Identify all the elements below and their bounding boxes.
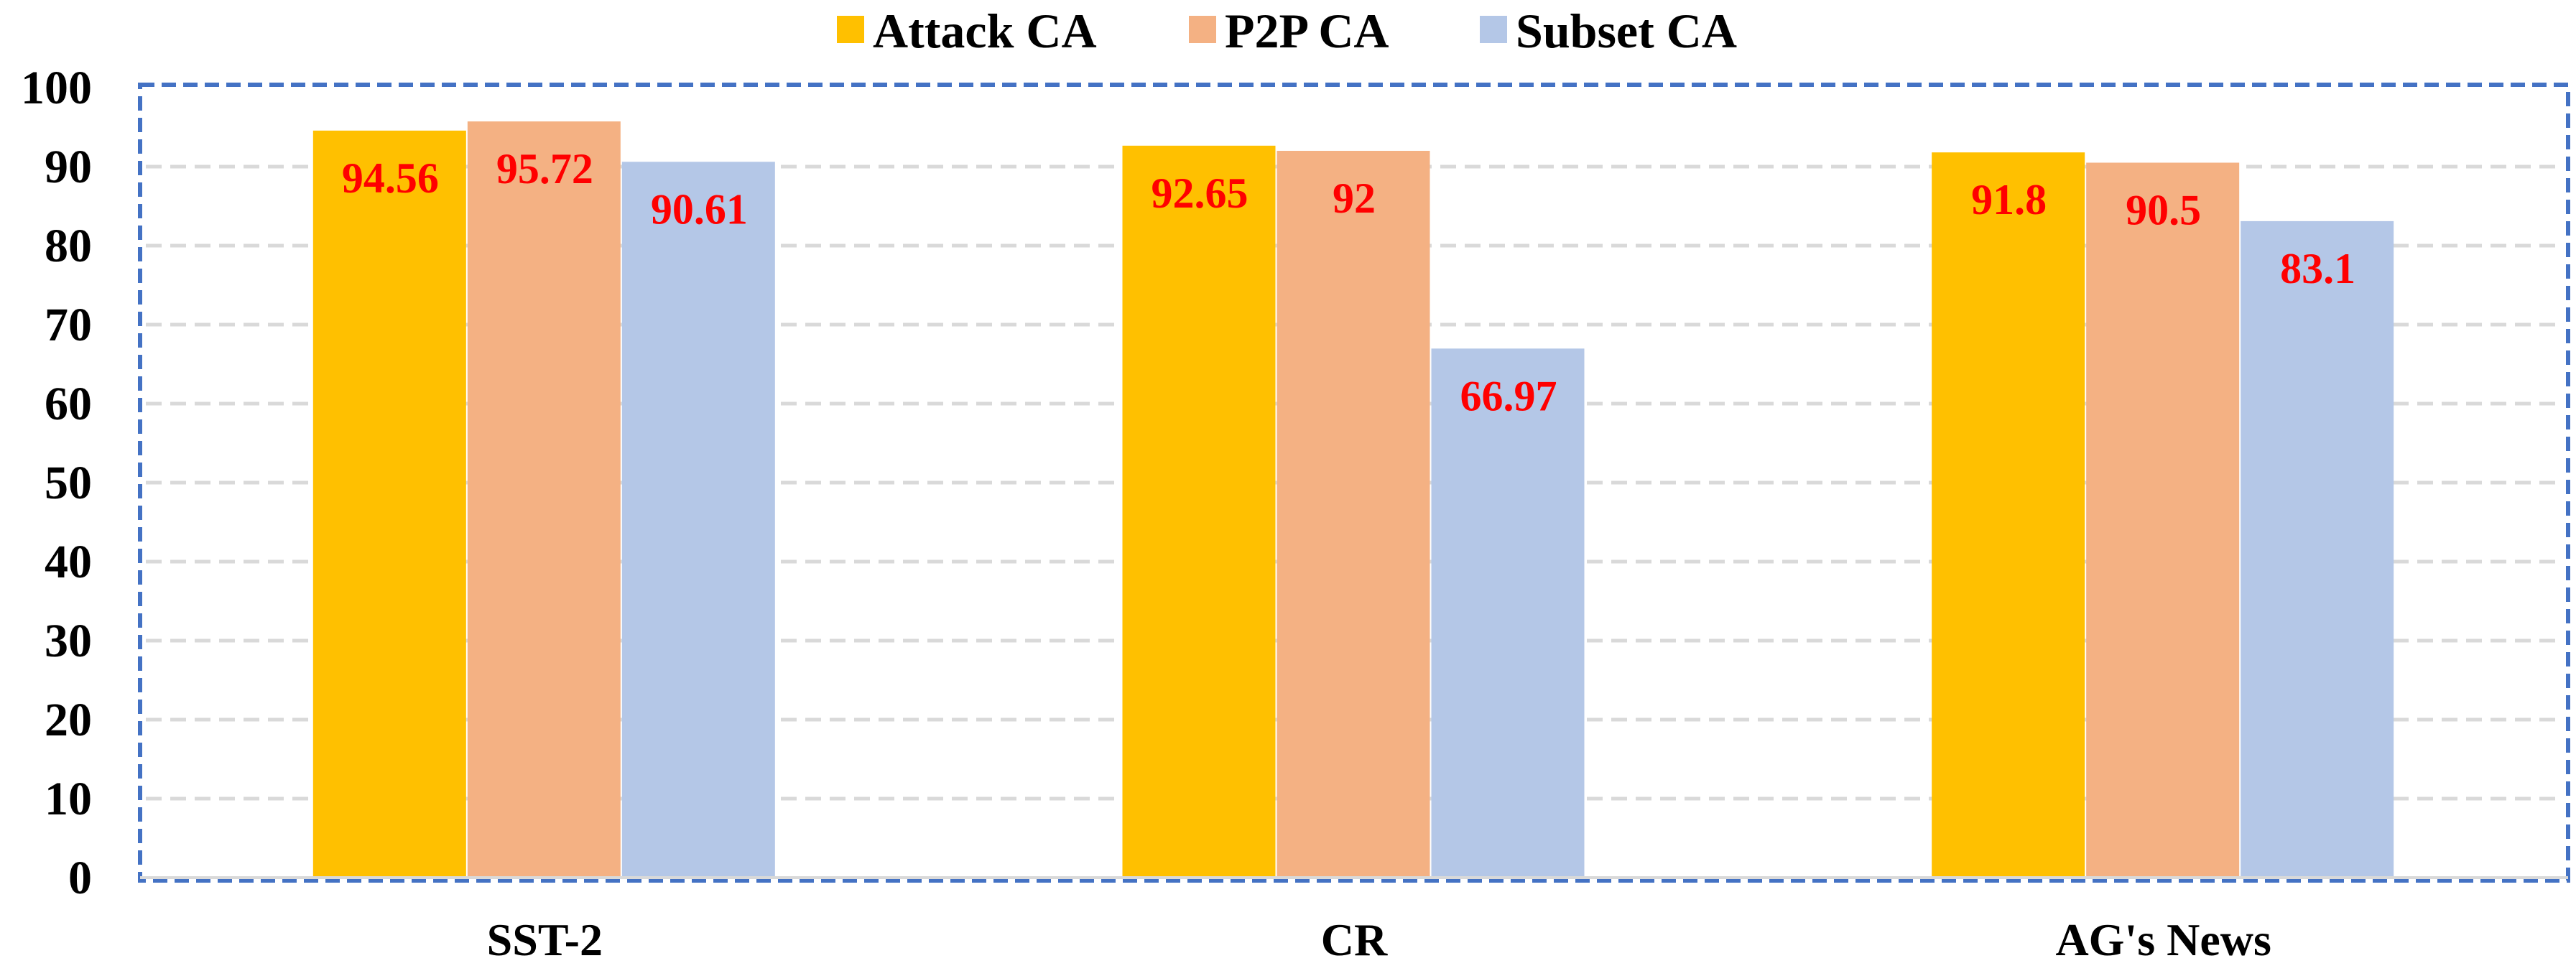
data-label: 95.72 xyxy=(496,145,593,192)
x-category-label: AG's News xyxy=(2055,914,2271,965)
bar xyxy=(1277,151,1430,878)
y-tick-label: 50 xyxy=(45,457,92,509)
data-label: 83.1 xyxy=(2280,245,2355,292)
data-label: 90.61 xyxy=(651,185,748,233)
bar xyxy=(1122,145,1276,878)
legend-label: Attack CA xyxy=(873,4,1097,58)
y-tick-label: 80 xyxy=(45,220,92,272)
legend-swatch xyxy=(1480,16,1507,43)
data-label: 91.8 xyxy=(1971,176,2047,223)
legend-swatch xyxy=(1189,16,1216,43)
y-tick-label: 40 xyxy=(45,536,92,588)
legend-label: Subset CA xyxy=(1516,4,1737,58)
data-label: 66.97 xyxy=(1460,372,1557,419)
bar xyxy=(2086,162,2240,878)
y-tick-label: 70 xyxy=(45,299,92,351)
bar xyxy=(1932,152,2085,878)
y-tick-label: 100 xyxy=(21,62,92,114)
bar xyxy=(312,130,466,878)
plot-area-border xyxy=(138,83,2570,883)
legend-label: P2P CA xyxy=(1225,4,1389,58)
y-tick-label: 90 xyxy=(45,141,92,193)
x-category-label: CR xyxy=(1321,914,1388,965)
y-tick-label: 30 xyxy=(45,615,92,667)
bar xyxy=(621,162,775,878)
y-tick-label: 0 xyxy=(68,852,92,904)
data-label: 92.65 xyxy=(1152,169,1248,217)
bar xyxy=(2241,220,2394,878)
data-label: 90.5 xyxy=(2126,187,2201,234)
bar xyxy=(467,121,621,878)
y-tick-label: 60 xyxy=(45,378,92,430)
bar xyxy=(1431,348,1585,878)
x-category-label: SST-2 xyxy=(487,914,603,965)
data-label: 94.56 xyxy=(342,154,439,202)
y-tick-label: 10 xyxy=(45,773,92,825)
data-label: 92 xyxy=(1333,175,1376,222)
legend-swatch xyxy=(837,16,864,43)
y-tick-label: 20 xyxy=(45,694,92,746)
